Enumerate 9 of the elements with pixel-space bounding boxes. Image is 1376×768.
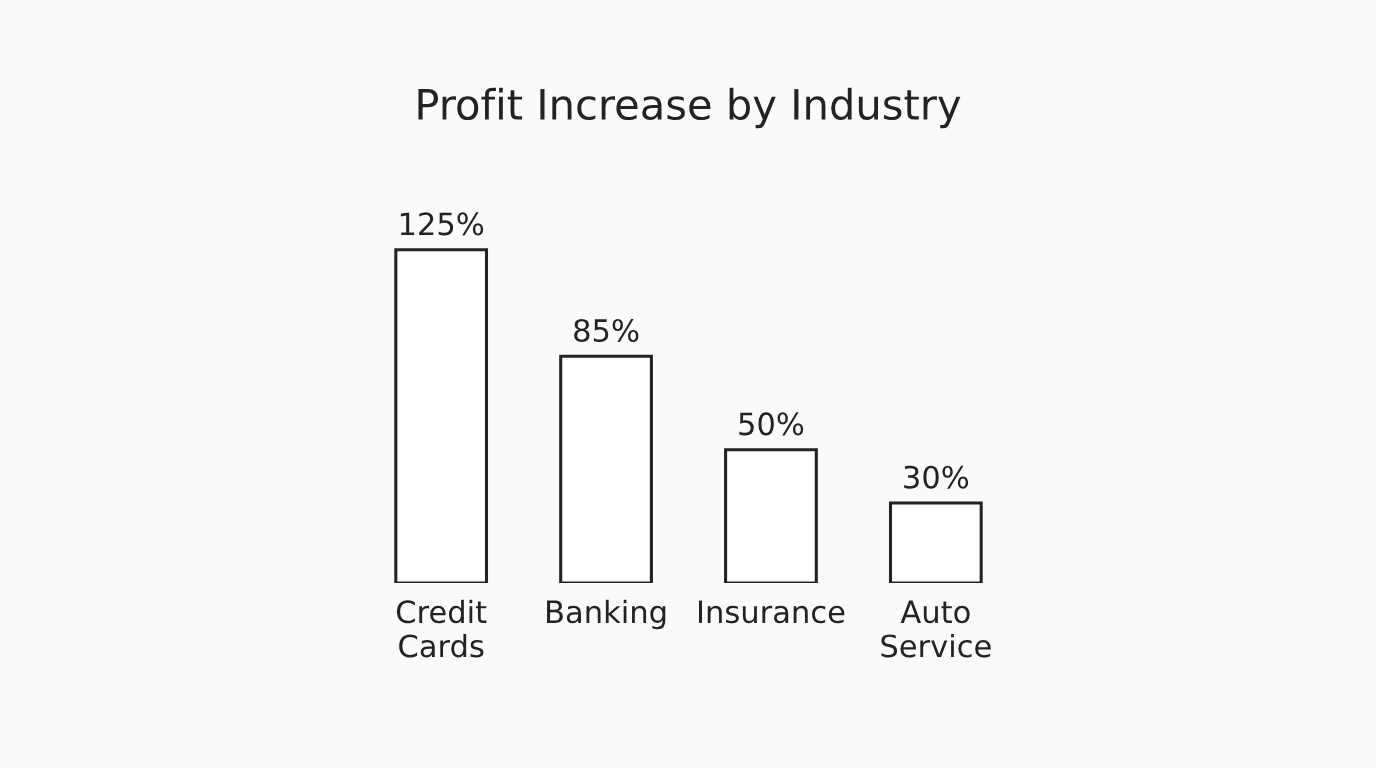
- x-tick-label: Insurance: [698, 600, 845, 624]
- data-label: 125%: [400, 212, 484, 236]
- data-label: 50%: [739, 412, 804, 436]
- x-tick-label: Auto Service: [881, 600, 991, 658]
- x-tick-label: Banking: [547, 599, 666, 630]
- x-tick-label: Credit Cards: [396, 599, 487, 658]
- chart-title: Profit Increase by Industry: [418, 87, 961, 129]
- data-label: 85%: [574, 318, 639, 343]
- data-label: 30%: [904, 465, 969, 489]
